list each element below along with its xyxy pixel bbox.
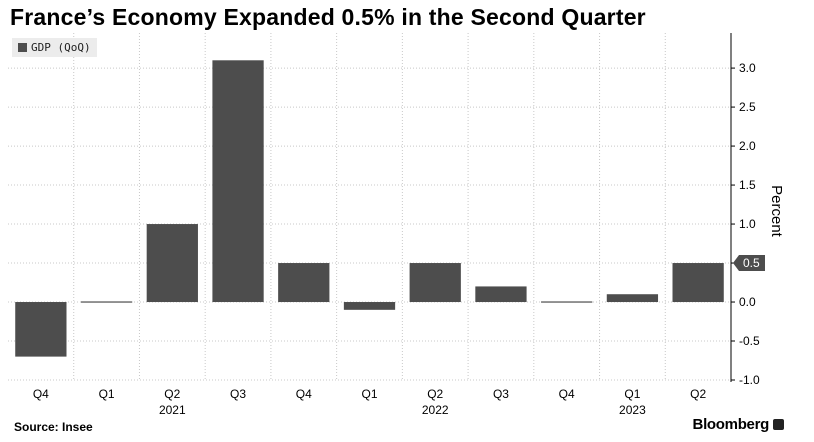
legend-label: GDP (QoQ): [31, 41, 91, 54]
bar: [15, 302, 67, 357]
x-tick-label: Q4: [559, 387, 575, 401]
bar: [475, 286, 527, 303]
x-year-label: 2023: [619, 403, 646, 417]
x-tick-label: Q2: [427, 387, 443, 401]
brand-mark-icon: [773, 419, 784, 430]
x-tick-label: Q3: [230, 387, 246, 401]
x-year-label: 2021: [159, 403, 186, 417]
x-tick-label: Q1: [624, 387, 640, 401]
bar: [146, 224, 198, 303]
brand-logo: Bloomberg: [693, 416, 784, 433]
x-tick-label: Q2: [690, 387, 706, 401]
bar: [409, 263, 461, 303]
chart-title: France’s Economy Expanded 0.5% in the Se…: [10, 4, 646, 30]
x-tick-label: Q4: [296, 387, 312, 401]
bar: [80, 301, 133, 303]
y-tick-label: 1.0: [739, 217, 756, 231]
y-axis-label: Percent: [768, 185, 785, 238]
y-tick-label: -1.0: [739, 373, 760, 387]
y-tick-label: -0.5: [739, 334, 760, 348]
x-tick-label: Q1: [99, 387, 115, 401]
bar: [541, 301, 593, 303]
bar: [672, 263, 724, 303]
bar: [606, 294, 659, 303]
source-note: Source: Insee: [14, 420, 93, 434]
last-value-label: 0.5: [743, 256, 760, 270]
x-tick-label: Q3: [493, 387, 509, 401]
brand-name: Bloomberg: [692, 416, 770, 433]
bar: [278, 263, 330, 303]
y-tick-label: 0.0: [739, 295, 756, 309]
last-value-badge: [733, 255, 765, 272]
bar: [343, 302, 396, 310]
y-tick-label: 1.5: [739, 178, 756, 192]
x-tick-label: Q2: [164, 387, 180, 401]
legend: GDP (QoQ): [12, 38, 97, 57]
bar: [212, 60, 264, 303]
x-year-label: 2022: [422, 403, 449, 417]
x-tick-label: Q1: [361, 387, 377, 401]
legend-swatch: [18, 43, 27, 52]
y-tick-label: 2.0: [739, 139, 756, 153]
x-tick-label: Q4: [33, 387, 49, 401]
y-tick-label: 3.0: [739, 61, 756, 75]
y-tick-label: 2.5: [739, 100, 756, 114]
